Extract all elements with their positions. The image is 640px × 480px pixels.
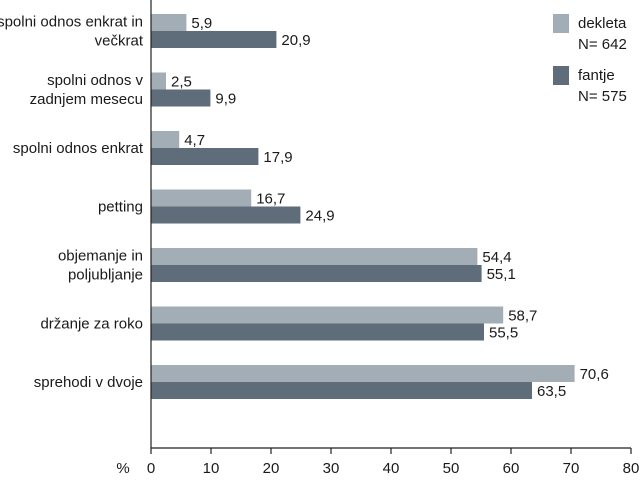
bar-fantje-3 xyxy=(151,206,301,224)
x-tick-label-20: 20 xyxy=(263,460,280,477)
value-label-dekleta-2: 4,7 xyxy=(184,132,205,149)
value-label-dekleta-4: 54,4 xyxy=(482,249,511,266)
value-label-fantje-5: 55,5 xyxy=(489,325,518,342)
category-label-6-0: sprehodi v dvoje xyxy=(34,374,143,391)
bar-fantje-6 xyxy=(151,382,532,399)
bar-dekleta-5 xyxy=(151,306,504,324)
bar-dekleta-4 xyxy=(151,248,478,265)
value-label-fantje-1: 9,9 xyxy=(215,91,236,108)
category-label-0-0: spolni odnos enkrat in xyxy=(0,14,143,31)
bar-fantje-2 xyxy=(151,148,259,165)
bar-fantje-0 xyxy=(151,31,277,48)
bar-dekleta-0 xyxy=(151,14,187,31)
x-tick-label-60: 60 xyxy=(503,460,520,477)
legend-swatch-dekleta xyxy=(553,14,569,33)
value-label-fantje-3: 24,9 xyxy=(305,208,334,225)
value-label-fantje-2: 17,9 xyxy=(263,149,292,166)
legend-sublabel-dekleta: N= 642 xyxy=(578,36,627,53)
x-axis-label: % xyxy=(116,460,129,477)
value-label-fantje-4: 55,1 xyxy=(487,266,516,283)
x-tick-label-30: 30 xyxy=(323,460,340,477)
bar-fantje-5 xyxy=(151,323,484,341)
x-tick-label-50: 50 xyxy=(443,460,460,477)
bar-dekleta-1 xyxy=(151,72,166,90)
category-label-3-0: petting xyxy=(98,199,143,216)
bar-dekleta-2 xyxy=(151,131,180,148)
x-tick-label-10: 10 xyxy=(203,460,220,477)
category-label-1-1: zadnjem mesecu xyxy=(30,91,143,108)
value-label-dekleta-5: 58,7 xyxy=(508,308,537,325)
category-label-5-0: držanje za roko xyxy=(40,316,143,333)
value-label-fantje-6: 63,5 xyxy=(537,383,566,400)
x-tick-label-80: 80 xyxy=(623,460,640,477)
category-label-1-0: spolni odnos v xyxy=(47,72,143,89)
bar-fantje-4 xyxy=(151,265,482,282)
category-label-0-1: večkrat xyxy=(95,33,144,50)
value-label-dekleta-0: 5,9 xyxy=(191,15,212,32)
category-label-2-0: spolni odnos enkrat xyxy=(13,140,144,157)
bar-dekleta-3 xyxy=(151,189,252,207)
value-label-dekleta-6: 70,6 xyxy=(580,366,609,383)
bar-dekleta-6 xyxy=(151,365,575,382)
legend-label-fantje: fantje xyxy=(578,67,615,84)
x-tick-label-0: 0 xyxy=(147,460,155,477)
category-label-4-0: objemanje in xyxy=(58,248,143,265)
category-label-4-1: poljubljanje xyxy=(68,267,143,284)
x-tick-label-70: 70 xyxy=(563,460,580,477)
legend-swatch-fantje xyxy=(553,66,569,85)
bar-fantje-1 xyxy=(151,89,211,107)
value-label-fantje-0: 20,9 xyxy=(281,32,310,49)
value-label-dekleta-1: 2,5 xyxy=(171,74,192,91)
legend-sublabel-fantje: N= 575 xyxy=(578,88,627,105)
value-label-dekleta-3: 16,7 xyxy=(256,191,285,208)
legend-label-dekleta: dekleta xyxy=(578,15,627,32)
x-tick-label-40: 40 xyxy=(383,460,400,477)
